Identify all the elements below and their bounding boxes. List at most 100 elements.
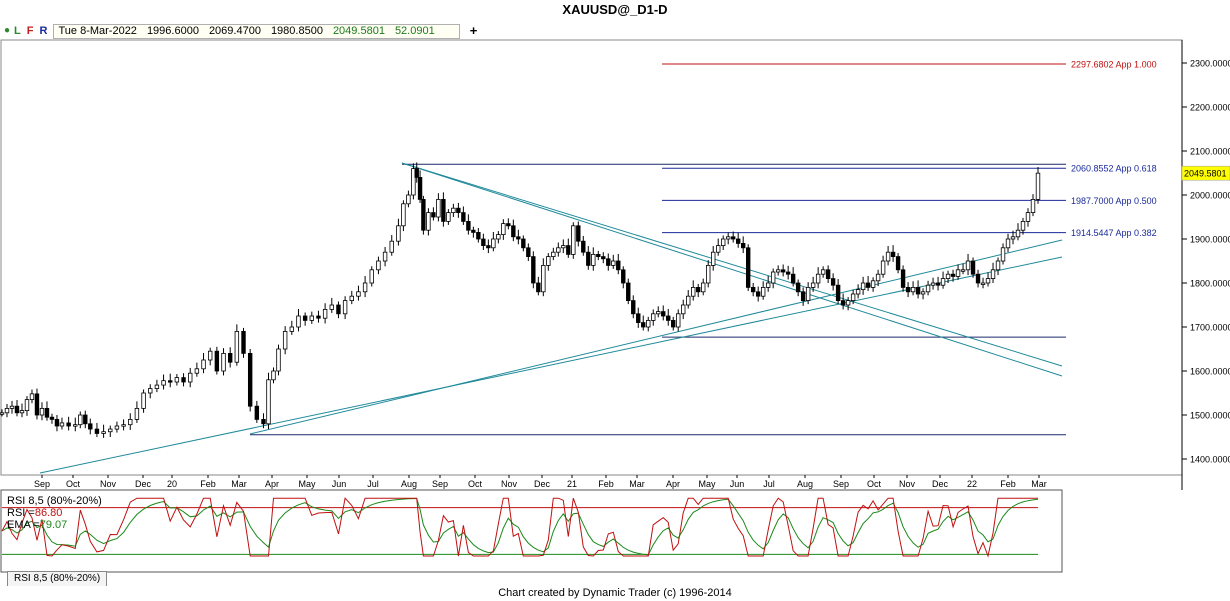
candle-body	[790, 273, 796, 284]
candle-body	[1020, 220, 1026, 231]
candle-body	[611, 260, 616, 266]
candle-body	[765, 282, 771, 288]
x-tick-label: Sep	[432, 479, 448, 489]
add-study-button[interactable]: +	[469, 23, 478, 38]
candle-body	[885, 251, 891, 262]
candle-body	[134, 407, 140, 420]
candle-body	[636, 313, 641, 323]
candle-body	[44, 407, 50, 418]
candle-body	[73, 424, 78, 427]
candle-body	[551, 251, 556, 257]
y-tick-label: 1700.0000	[1190, 323, 1230, 333]
candle-body	[369, 269, 374, 284]
rsi-value: 86.80	[34, 507, 63, 519]
candle-body	[207, 350, 213, 361]
x-tick-label: Oct	[468, 479, 483, 489]
candle-body	[296, 315, 301, 328]
candle-body	[181, 377, 186, 383]
rsi-title: RSI 8,5 (80%-20%)	[7, 495, 102, 507]
toolbar: ● L F R Tue 8-Mar-2022 1996.6000 2069.47…	[4, 23, 478, 39]
candle-body	[681, 304, 686, 315]
candle-body	[289, 326, 295, 332]
rsi-line	[1, 497, 1038, 558]
candle-body	[29, 393, 35, 401]
candle-body	[49, 416, 55, 420]
ohlc-low: 1980.8500	[270, 24, 323, 37]
candle-body	[725, 236, 731, 240]
candle-body	[128, 418, 133, 426]
y-tick-label: 1900.0000	[1190, 235, 1230, 245]
candle-body	[880, 260, 886, 275]
candle-body	[426, 212, 431, 231]
candle-body	[945, 273, 951, 280]
x-tick-label: Feb	[1000, 479, 1016, 489]
candle-body	[406, 194, 411, 205]
candle-body	[1010, 236, 1016, 240]
candle-body	[955, 269, 961, 277]
candle-body	[586, 251, 591, 266]
fib-label: 2060.8552 App 0.618	[1071, 164, 1157, 174]
ohlc-date: Tue 8-Mar-2022	[58, 24, 137, 37]
x-tick-label: Apr	[265, 479, 279, 489]
candle-body	[501, 223, 506, 236]
tab-rsi[interactable]: RSI 8,5 (80%-20%)	[7, 571, 108, 586]
candle-body	[1030, 198, 1036, 213]
y-tick-label: 2100.0000	[1190, 147, 1230, 157]
candle-body	[805, 286, 811, 301]
tool-l-button[interactable]: L	[14, 25, 21, 37]
candle-body	[349, 295, 354, 302]
candle-body	[865, 282, 871, 288]
rsi-label: RSI =	[7, 507, 35, 519]
candle-body	[1005, 238, 1011, 249]
candle-body	[261, 418, 266, 425]
candle-body	[940, 278, 946, 286]
candle-body	[795, 282, 801, 293]
candle-body	[521, 238, 526, 249]
candle-body	[417, 176, 423, 200]
candle-body	[39, 407, 45, 416]
tool-f-button[interactable]: F	[26, 25, 34, 37]
candle-body	[785, 271, 791, 275]
ohlc-high: 2069.4700	[208, 24, 261, 37]
x-tick-label: Apr	[666, 479, 680, 489]
candle-body	[362, 282, 368, 293]
candle-body	[511, 225, 516, 238]
candle-body	[920, 291, 926, 295]
x-tick-label: Sep	[34, 479, 50, 489]
x-tick-label: Jun	[730, 479, 745, 489]
candle-body	[546, 256, 551, 266]
candle-body	[721, 238, 726, 246]
candle-body	[516, 236, 521, 240]
candle-body	[965, 260, 971, 271]
candle-body	[735, 238, 741, 244]
candle-body	[382, 251, 388, 262]
candle-body	[750, 286, 756, 293]
x-tick-label: 20	[167, 479, 177, 489]
candle-body	[411, 168, 416, 196]
last-price-label: 2049.5801	[1184, 169, 1227, 179]
candle-body	[161, 380, 166, 386]
candle-body	[476, 231, 481, 240]
candle-body	[1025, 212, 1031, 222]
rsi-legend: RSI 8,5 (80%-20%) RSI =86.80 EMA =79.07	[7, 495, 102, 531]
candle-body	[421, 198, 426, 231]
candle-body	[711, 251, 716, 266]
x-tick-label: Jul	[763, 479, 775, 489]
candle-body	[227, 352, 233, 363]
candle-body	[601, 256, 606, 260]
tool-r-button[interactable]: R	[39, 25, 48, 37]
fib-label: 1914.5447 App 0.382	[1071, 228, 1157, 238]
candle-body	[745, 247, 751, 288]
candle-body	[414, 168, 419, 178]
candle-body	[820, 269, 826, 275]
last-price-badge	[1181, 165, 1230, 181]
candle-body	[900, 269, 906, 288]
x-tick-label: Aug	[401, 479, 417, 489]
candle-body	[34, 393, 40, 416]
candle-body	[760, 286, 766, 297]
candle-body	[322, 308, 328, 319]
trendline	[401, 162, 1063, 377]
y-tick-label: 2300.0000	[1190, 59, 1230, 69]
x-tick-label: May	[698, 479, 716, 489]
